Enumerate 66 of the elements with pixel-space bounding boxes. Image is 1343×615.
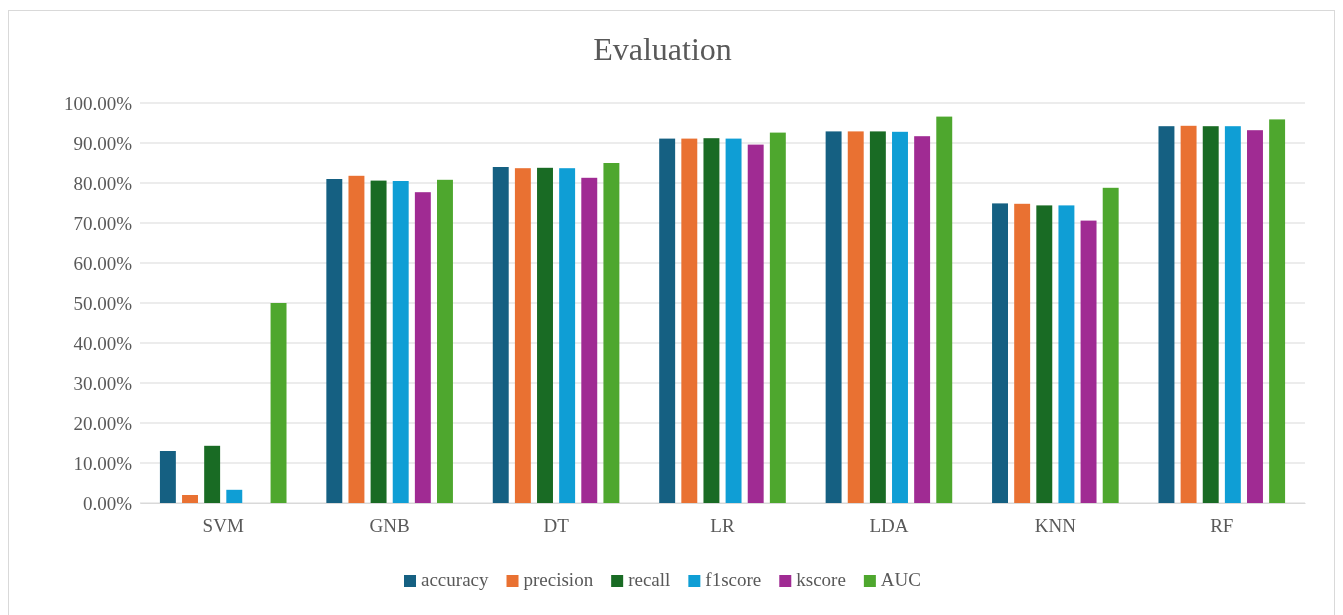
legend-label: kscore [796,569,846,590]
bar [936,116,953,503]
bar [204,445,221,503]
y-tick-label: 10.00% [73,452,133,474]
legend-label: recall [628,569,671,590]
bar [326,179,343,503]
bar [1102,187,1119,503]
bar [725,138,742,503]
legend-label: AUC [880,569,921,590]
bar [1224,126,1241,503]
x-tick-label: LDA [869,515,909,537]
bar [1058,205,1075,503]
bar [659,138,676,503]
bar [514,168,531,503]
y-tick-label: 30.00% [73,372,133,394]
x-tick-label: GNB [369,515,410,537]
bar [581,177,598,503]
bar [437,179,453,503]
bar [1158,126,1175,503]
bar [769,132,786,503]
bar [348,175,365,503]
bar [414,192,431,503]
bar [1247,130,1263,503]
bar [182,495,198,503]
y-tick-label: 50.00% [73,292,133,314]
y-tick-label: 80.00% [73,172,133,194]
bar [747,144,764,503]
y-tick-label: 70.00% [73,212,133,234]
bar [559,168,576,503]
bar [1080,220,1097,503]
bar [1269,119,1286,503]
y-tick-label: 90.00% [73,132,133,154]
chart-title: Evaluation [593,31,732,67]
bar [603,163,620,503]
x-tick-label: DT [543,515,570,537]
bar [392,181,409,503]
y-tick-label: 100.00% [63,92,133,114]
bar [537,167,553,503]
bar [914,136,931,503]
y-tick-label: 0.00% [82,492,133,514]
x-tick-label: RF [1210,515,1234,537]
legend-label: accuracy [421,569,489,590]
bar [226,489,243,503]
legend-label: f1score [705,569,762,590]
bar [847,131,864,503]
bar [992,203,1008,503]
bar [703,138,720,503]
bar [270,303,287,503]
bar [370,180,387,503]
bar [1014,203,1031,503]
bar [1036,205,1053,503]
bar [892,131,908,503]
bar [492,167,509,503]
legend-label: precision [523,569,594,590]
bar [1180,125,1197,503]
x-tick-label: LR [710,515,735,537]
bar [825,131,842,503]
bar [681,138,698,503]
bar [869,131,886,503]
bar [1202,126,1219,503]
y-tick-label: 20.00% [73,412,133,434]
y-tick-label: 60.00% [73,252,133,274]
x-tick-label: KNN [1034,515,1077,537]
x-tick-label: SVM [202,515,244,537]
bar [159,451,176,503]
y-tick-label: 40.00% [73,332,133,354]
